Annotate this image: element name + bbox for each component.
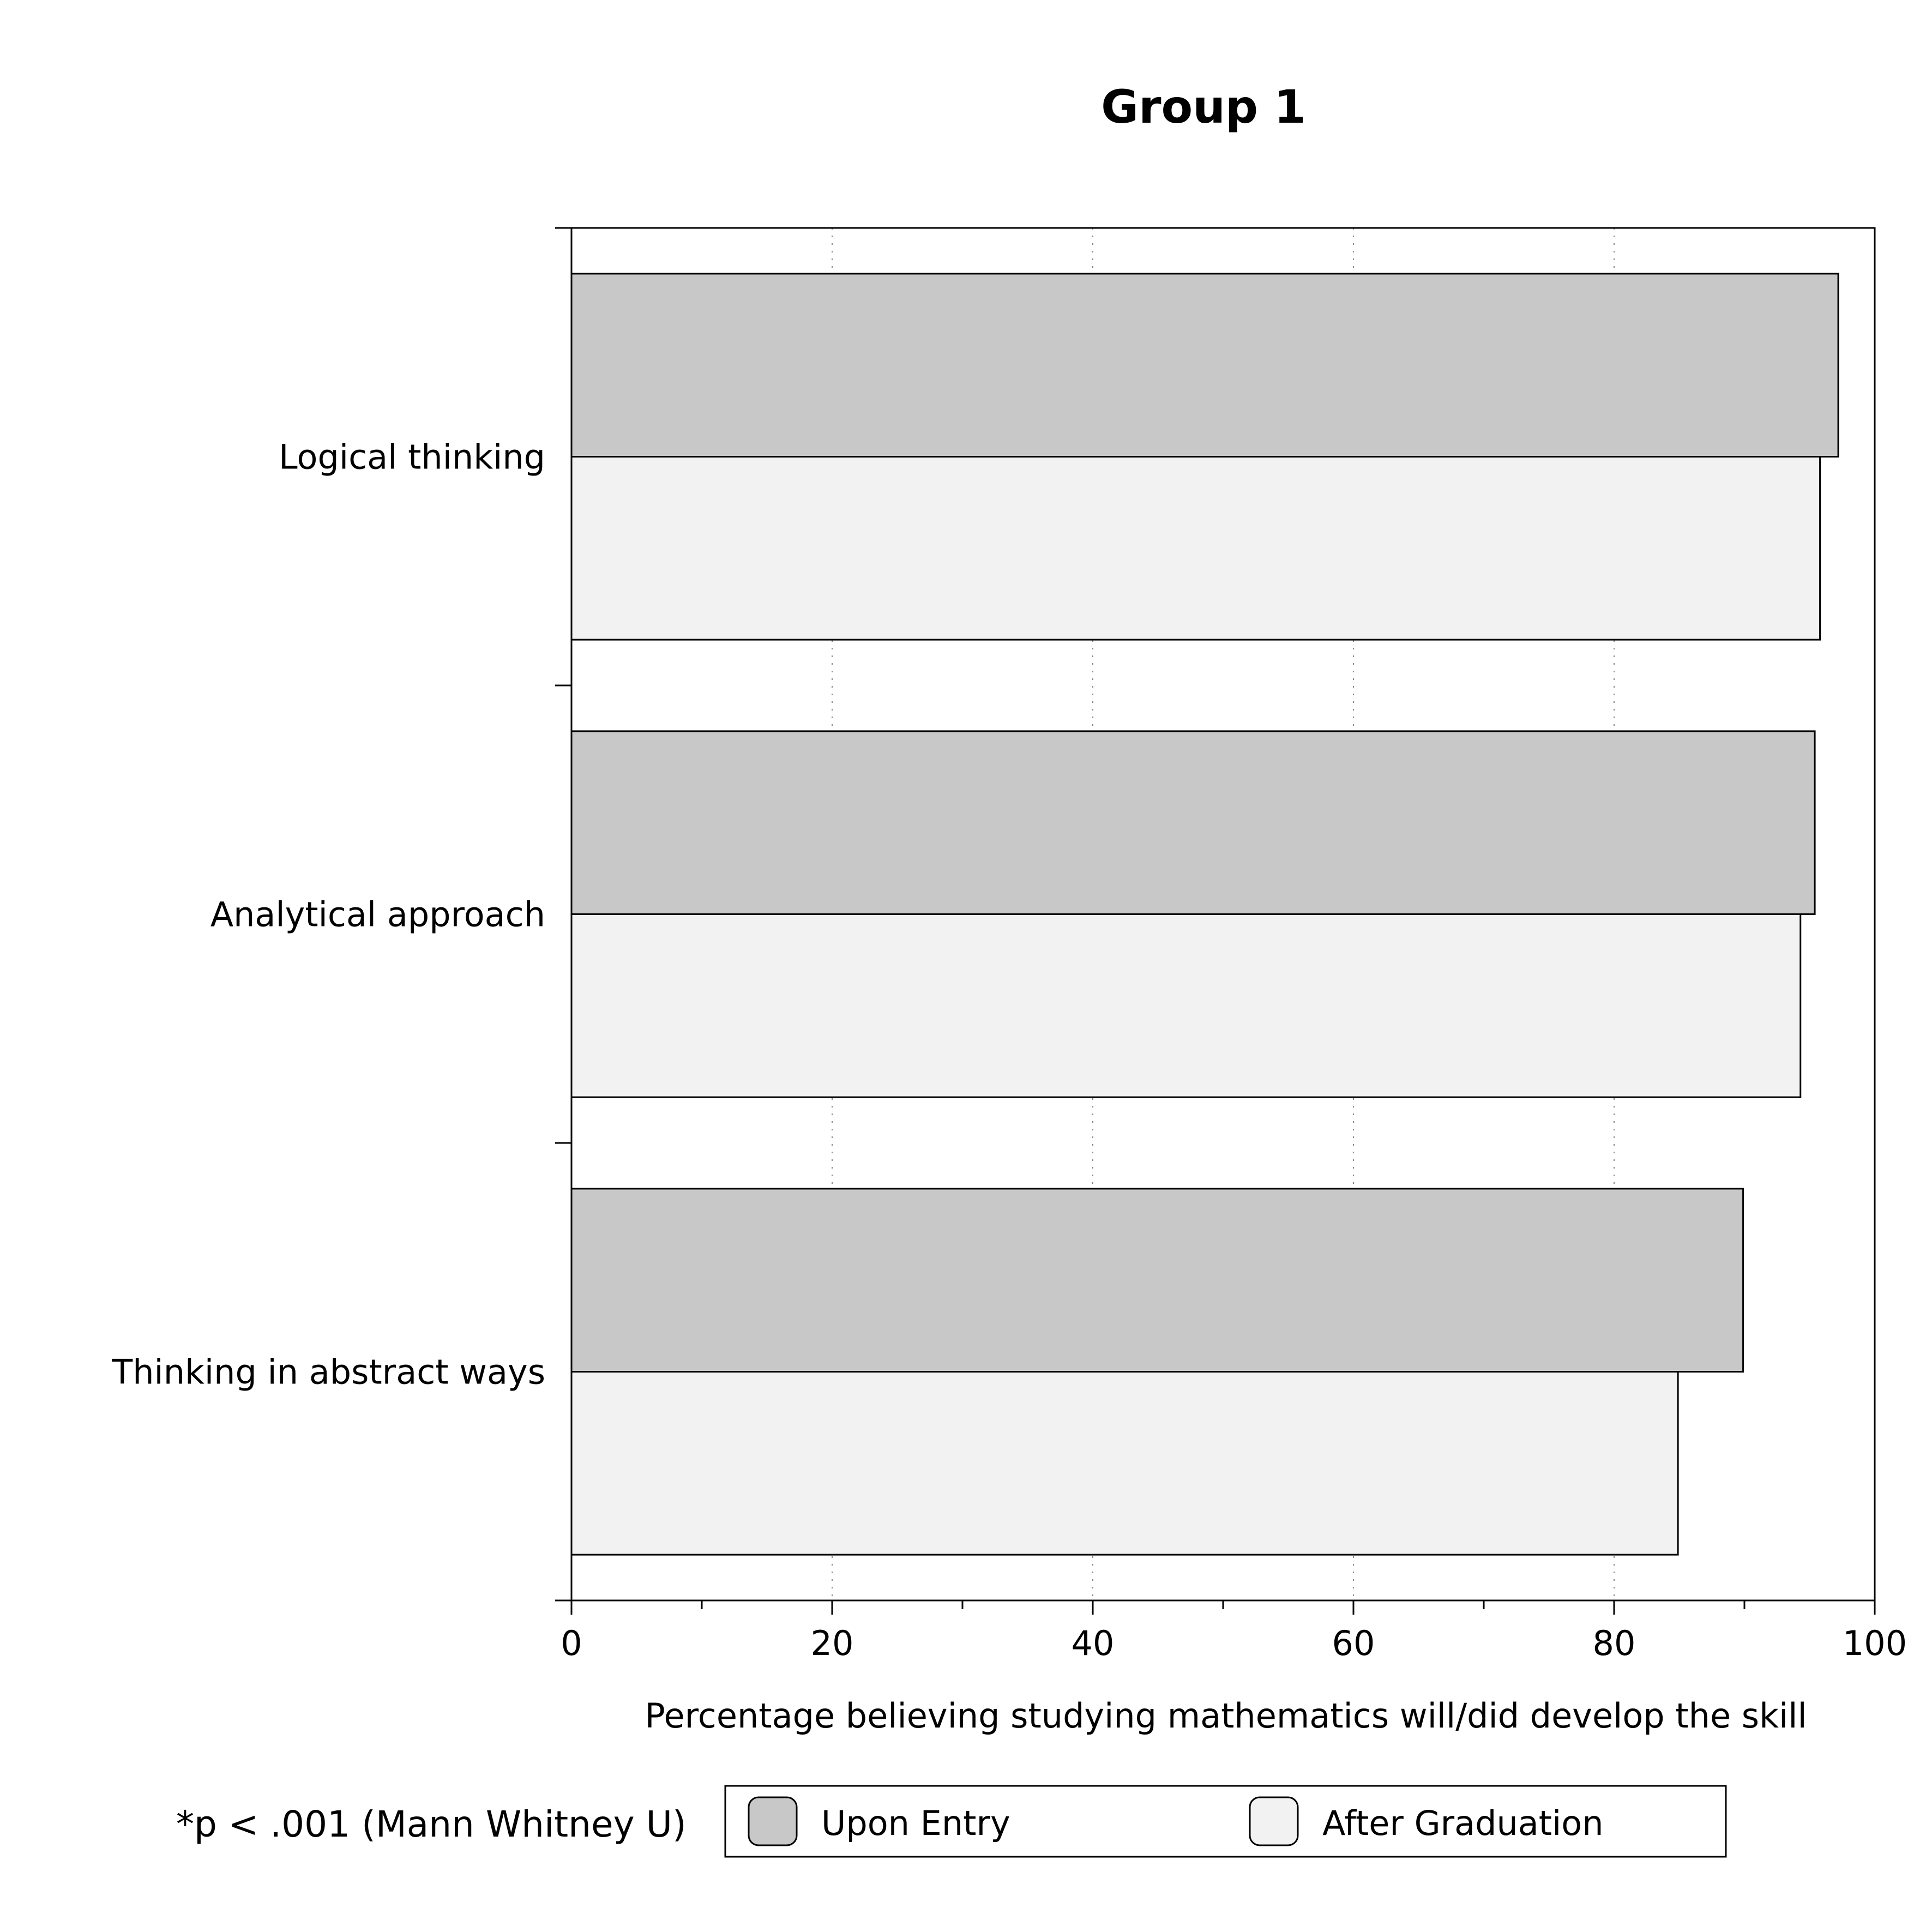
legend: Upon Entry After Graduation — [724, 1785, 1727, 1858]
bar-upon-entry — [570, 273, 1839, 458]
x-tick-label: 60 — [1332, 1623, 1375, 1663]
chart-title: Group 1 — [1101, 80, 1306, 134]
x-axis-label: Percentage believing studying mathematic… — [645, 1696, 1807, 1736]
x-tick-label: 80 — [1593, 1623, 1636, 1663]
axes — [555, 227, 1876, 1615]
category-labels: Logical thinking Analytical approach Think… — [111, 437, 545, 1392]
x-tick-label: 20 — [811, 1623, 854, 1663]
legend-label-after-graduation: After Graduation — [1322, 1803, 1604, 1843]
legend-swatch-upon-entry — [748, 1796, 798, 1846]
x-tick-label: 40 — [1072, 1623, 1115, 1663]
category-label: Thinking in abstract ways — [111, 1352, 545, 1392]
legend-swatch-after-graduation — [1249, 1796, 1299, 1846]
significance-note: *p < .001 (Mann Whitney U) — [176, 1803, 687, 1845]
x-tick-labels: 0 20 40 60 80 100 — [561, 1623, 1907, 1663]
x-tick-label: 0 — [561, 1623, 582, 1663]
bar-upon-entry — [570, 730, 1816, 916]
legend-label-upon-entry: Upon Entry — [821, 1803, 1010, 1843]
bar-upon-entry — [570, 1188, 1744, 1373]
bars — [570, 273, 1839, 1556]
bar-after-graduation — [570, 913, 1802, 1098]
x-tick-label: 100 — [1843, 1623, 1907, 1663]
legend-box — [724, 1785, 1727, 1858]
category-label: Analytical approach — [210, 895, 545, 935]
category-label: Logical thinking — [279, 437, 545, 477]
bar-after-graduation — [570, 1371, 1679, 1556]
bar-after-graduation — [570, 456, 1821, 641]
